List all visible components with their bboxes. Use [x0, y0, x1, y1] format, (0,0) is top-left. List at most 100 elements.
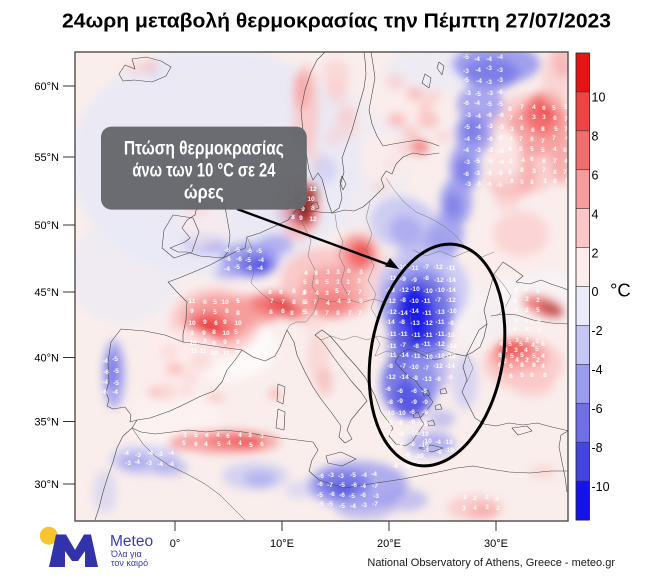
svg-text:3: 3 [357, 278, 361, 285]
svg-text:5: 5 [503, 297, 507, 304]
svg-text:8: 8 [315, 279, 319, 286]
svg-text:-12: -12 [423, 320, 433, 327]
svg-text:-5: -5 [475, 135, 481, 142]
svg-text:7: 7 [509, 115, 513, 122]
svg-text:-6: -6 [486, 181, 492, 188]
svg-text:2: 2 [525, 307, 529, 314]
svg-text:3: 3 [510, 126, 514, 133]
svg-text:-6: -6 [225, 256, 231, 263]
svg-text:5: 5 [213, 309, 217, 316]
svg-text:-5: -5 [256, 248, 262, 255]
svg-text:-12: -12 [433, 363, 443, 370]
svg-text:-8: -8 [423, 275, 429, 282]
svg-text:8: 8 [336, 310, 340, 317]
svg-text:-4: -4 [498, 159, 504, 166]
svg-text:8: 8 [302, 290, 306, 297]
svg-text:3: 3 [248, 432, 252, 439]
svg-text:-3: -3 [135, 452, 141, 459]
svg-text:5: 5 [217, 441, 221, 448]
svg-text:-7: -7 [423, 365, 429, 372]
svg-text:-6: -6 [351, 482, 357, 489]
svg-text:-6: -6 [236, 256, 242, 263]
svg-text:-9: -9 [400, 276, 406, 283]
svg-text:2: 2 [463, 494, 467, 501]
svg-text:4: 4 [204, 441, 208, 448]
svg-text:-4: -4 [134, 459, 140, 466]
svg-text:-12: -12 [446, 297, 456, 304]
svg-text:-10: -10 [423, 354, 433, 361]
svg-text:4: 4 [515, 357, 519, 364]
svg-text:3: 3 [525, 326, 529, 333]
svg-text:-5: -5 [463, 54, 469, 61]
svg-text:3: 3 [326, 269, 330, 276]
svg-text:5: 5 [565, 178, 569, 185]
svg-text:3: 3 [462, 505, 466, 512]
svg-text:-3: -3 [498, 124, 504, 131]
svg-text:-11: -11 [411, 353, 420, 360]
svg-text:10: 10 [210, 350, 218, 357]
svg-text:5: 5 [249, 442, 253, 449]
svg-text:-14: -14 [409, 308, 419, 315]
svg-text:5: 5 [536, 307, 540, 314]
svg-text:3: 3 [260, 433, 264, 440]
svg-text:-4: -4 [360, 483, 366, 490]
svg-text:30°E: 30°E [484, 538, 508, 550]
svg-text:-12: -12 [435, 341, 445, 348]
svg-text:-8: -8 [387, 399, 393, 406]
svg-text:10: 10 [188, 320, 196, 327]
svg-text:2: 2 [525, 337, 529, 344]
svg-text:-9: -9 [415, 464, 421, 471]
svg-text:8: 8 [268, 289, 272, 296]
svg-text:6: 6 [542, 158, 546, 165]
svg-text:-6: -6 [497, 89, 503, 96]
svg-text:-6: -6 [397, 388, 403, 395]
svg-text:-10: -10 [409, 430, 419, 437]
svg-text:-6: -6 [463, 100, 469, 107]
svg-text:3: 3 [515, 337, 519, 344]
svg-text:-10: -10 [414, 453, 424, 460]
svg-text:6: 6 [205, 432, 209, 439]
svg-text:5: 5 [304, 309, 308, 316]
svg-text:5: 5 [236, 298, 240, 305]
svg-text:-4: -4 [361, 472, 367, 479]
svg-text:6: 6 [509, 363, 513, 370]
svg-text:-6: -6 [463, 171, 469, 178]
svg-text:-12: -12 [434, 277, 444, 284]
svg-text:7: 7 [347, 290, 351, 297]
svg-text:10: 10 [592, 91, 606, 105]
svg-text:-3: -3 [487, 123, 493, 130]
svg-text:5: 5 [182, 440, 186, 447]
svg-text:5: 5 [508, 169, 512, 176]
svg-text:-6: -6 [329, 491, 335, 498]
svg-text:9: 9 [203, 338, 207, 345]
svg-text:-10: -10 [419, 431, 429, 438]
svg-text:7: 7 [553, 158, 557, 165]
svg-text:4: 4 [315, 290, 319, 297]
svg-text:8: 8 [279, 289, 283, 296]
svg-text:3: 3 [346, 279, 350, 286]
svg-text:-4: -4 [474, 56, 480, 63]
svg-text:9: 9 [212, 340, 216, 347]
svg-text:-3: -3 [475, 181, 481, 188]
svg-text:9: 9 [223, 319, 227, 326]
svg-text:-4: -4 [474, 100, 480, 107]
svg-text:60°N: 60°N [34, 81, 59, 93]
svg-text:7: 7 [281, 299, 285, 306]
svg-text:-10: -10 [447, 308, 457, 315]
svg-text:-6: -6 [592, 402, 603, 416]
svg-text:-3: -3 [361, 502, 367, 509]
svg-text:-5: -5 [497, 170, 503, 177]
svg-text:4: 4 [337, 298, 341, 305]
svg-text:45°N: 45°N [34, 287, 59, 299]
svg-text:-11: -11 [409, 265, 418, 272]
svg-text:-8: -8 [422, 409, 428, 416]
svg-text:-8: -8 [400, 297, 406, 304]
svg-text:-5: -5 [496, 182, 502, 189]
svg-text:8: 8 [212, 329, 216, 336]
svg-text:8: 8 [292, 299, 296, 306]
svg-text:5: 5 [520, 352, 524, 359]
svg-text:4: 4 [531, 342, 535, 349]
svg-text:-10: -10 [397, 264, 407, 271]
svg-text:4: 4 [564, 158, 568, 165]
svg-text:-4: -4 [475, 124, 481, 131]
